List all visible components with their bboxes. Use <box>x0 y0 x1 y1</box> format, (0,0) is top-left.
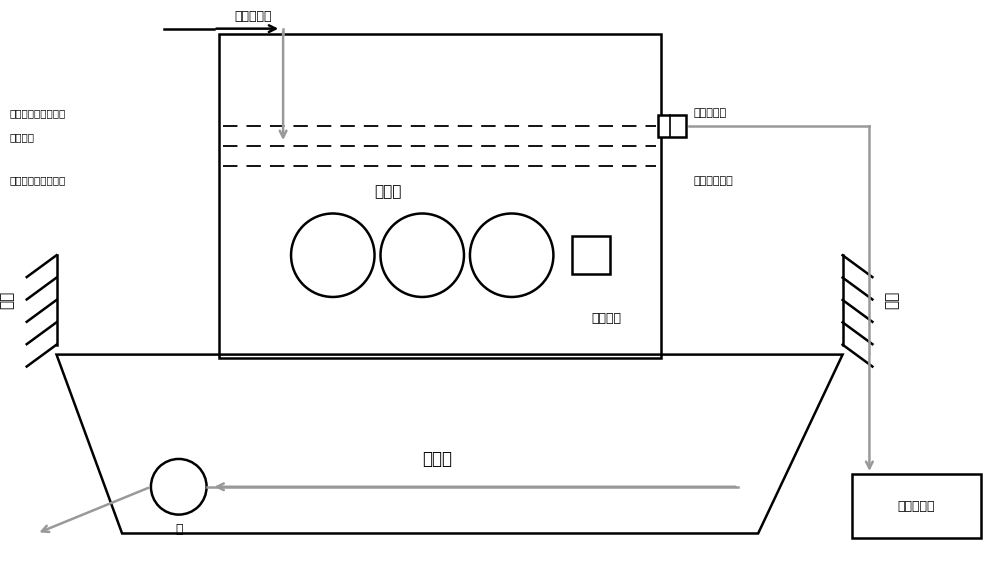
Text: 脱脂液回流口: 脱脂液回流口 <box>694 176 733 186</box>
Text: 喷淋: 喷淋 <box>0 291 14 309</box>
Text: 温度探头: 温度探头 <box>591 312 621 325</box>
Text: 液位高于油污排放口: 液位高于油污排放口 <box>10 108 66 118</box>
Text: 脱脂液进入: 脱脂液进入 <box>235 11 272 23</box>
Text: 正常液位: 正常液位 <box>10 132 35 142</box>
Text: 泵: 泵 <box>175 523 183 536</box>
Bar <box>572 237 610 274</box>
Text: 油污排放口: 油污排放口 <box>694 108 727 118</box>
Text: 油污收集箱: 油污收集箱 <box>897 500 935 513</box>
Bar <box>658 115 686 137</box>
Text: 加热器: 加热器 <box>374 184 401 199</box>
Bar <box>852 474 981 538</box>
Text: 喷淋: 喷淋 <box>885 291 900 309</box>
Text: 脱脂槽: 脱脂槽 <box>422 450 452 468</box>
Text: 液位低于油污排放口: 液位低于油污排放口 <box>10 176 66 186</box>
